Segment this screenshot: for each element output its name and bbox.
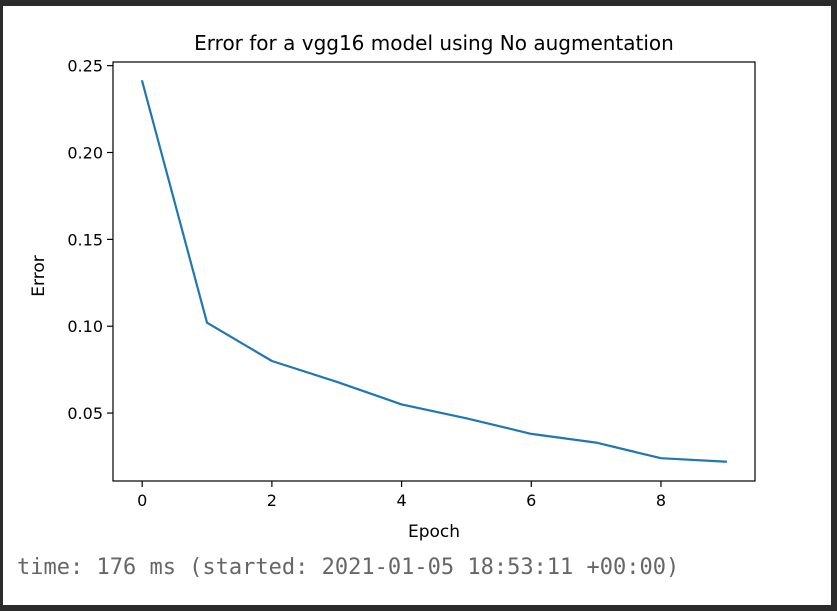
x-tick-label: 6 bbox=[526, 491, 536, 510]
x-tick-label: 8 bbox=[656, 491, 666, 510]
x-tick-label: 2 bbox=[267, 491, 277, 510]
output-cell bbox=[3, 6, 831, 605]
y-tick-label: 0.10 bbox=[67, 317, 103, 336]
x-tick-label: 0 bbox=[137, 491, 147, 510]
y-axis-label: Error bbox=[29, 255, 49, 296]
y-tick-label: 0.05 bbox=[67, 404, 103, 423]
x-tick-label: 4 bbox=[396, 491, 406, 510]
plot-area: 0 2 4 6 8 0.05 0.10 0.15 0.20 0.25 bbox=[67, 57, 756, 510]
y-tick-label: 0.25 bbox=[67, 57, 103, 76]
x-axis-label: Epoch bbox=[408, 522, 460, 542]
plot-frame bbox=[112, 61, 756, 482]
series-line-0 bbox=[140, 79, 727, 463]
execution-time-output: time: 176 ms (started: 2021-01-05 18:53:… bbox=[17, 555, 680, 580]
y-tick-label: 0.20 bbox=[67, 144, 103, 163]
chart-title: Error for a vgg16 model using No augment… bbox=[194, 31, 674, 55]
y-tick-label: 0.15 bbox=[67, 230, 103, 249]
